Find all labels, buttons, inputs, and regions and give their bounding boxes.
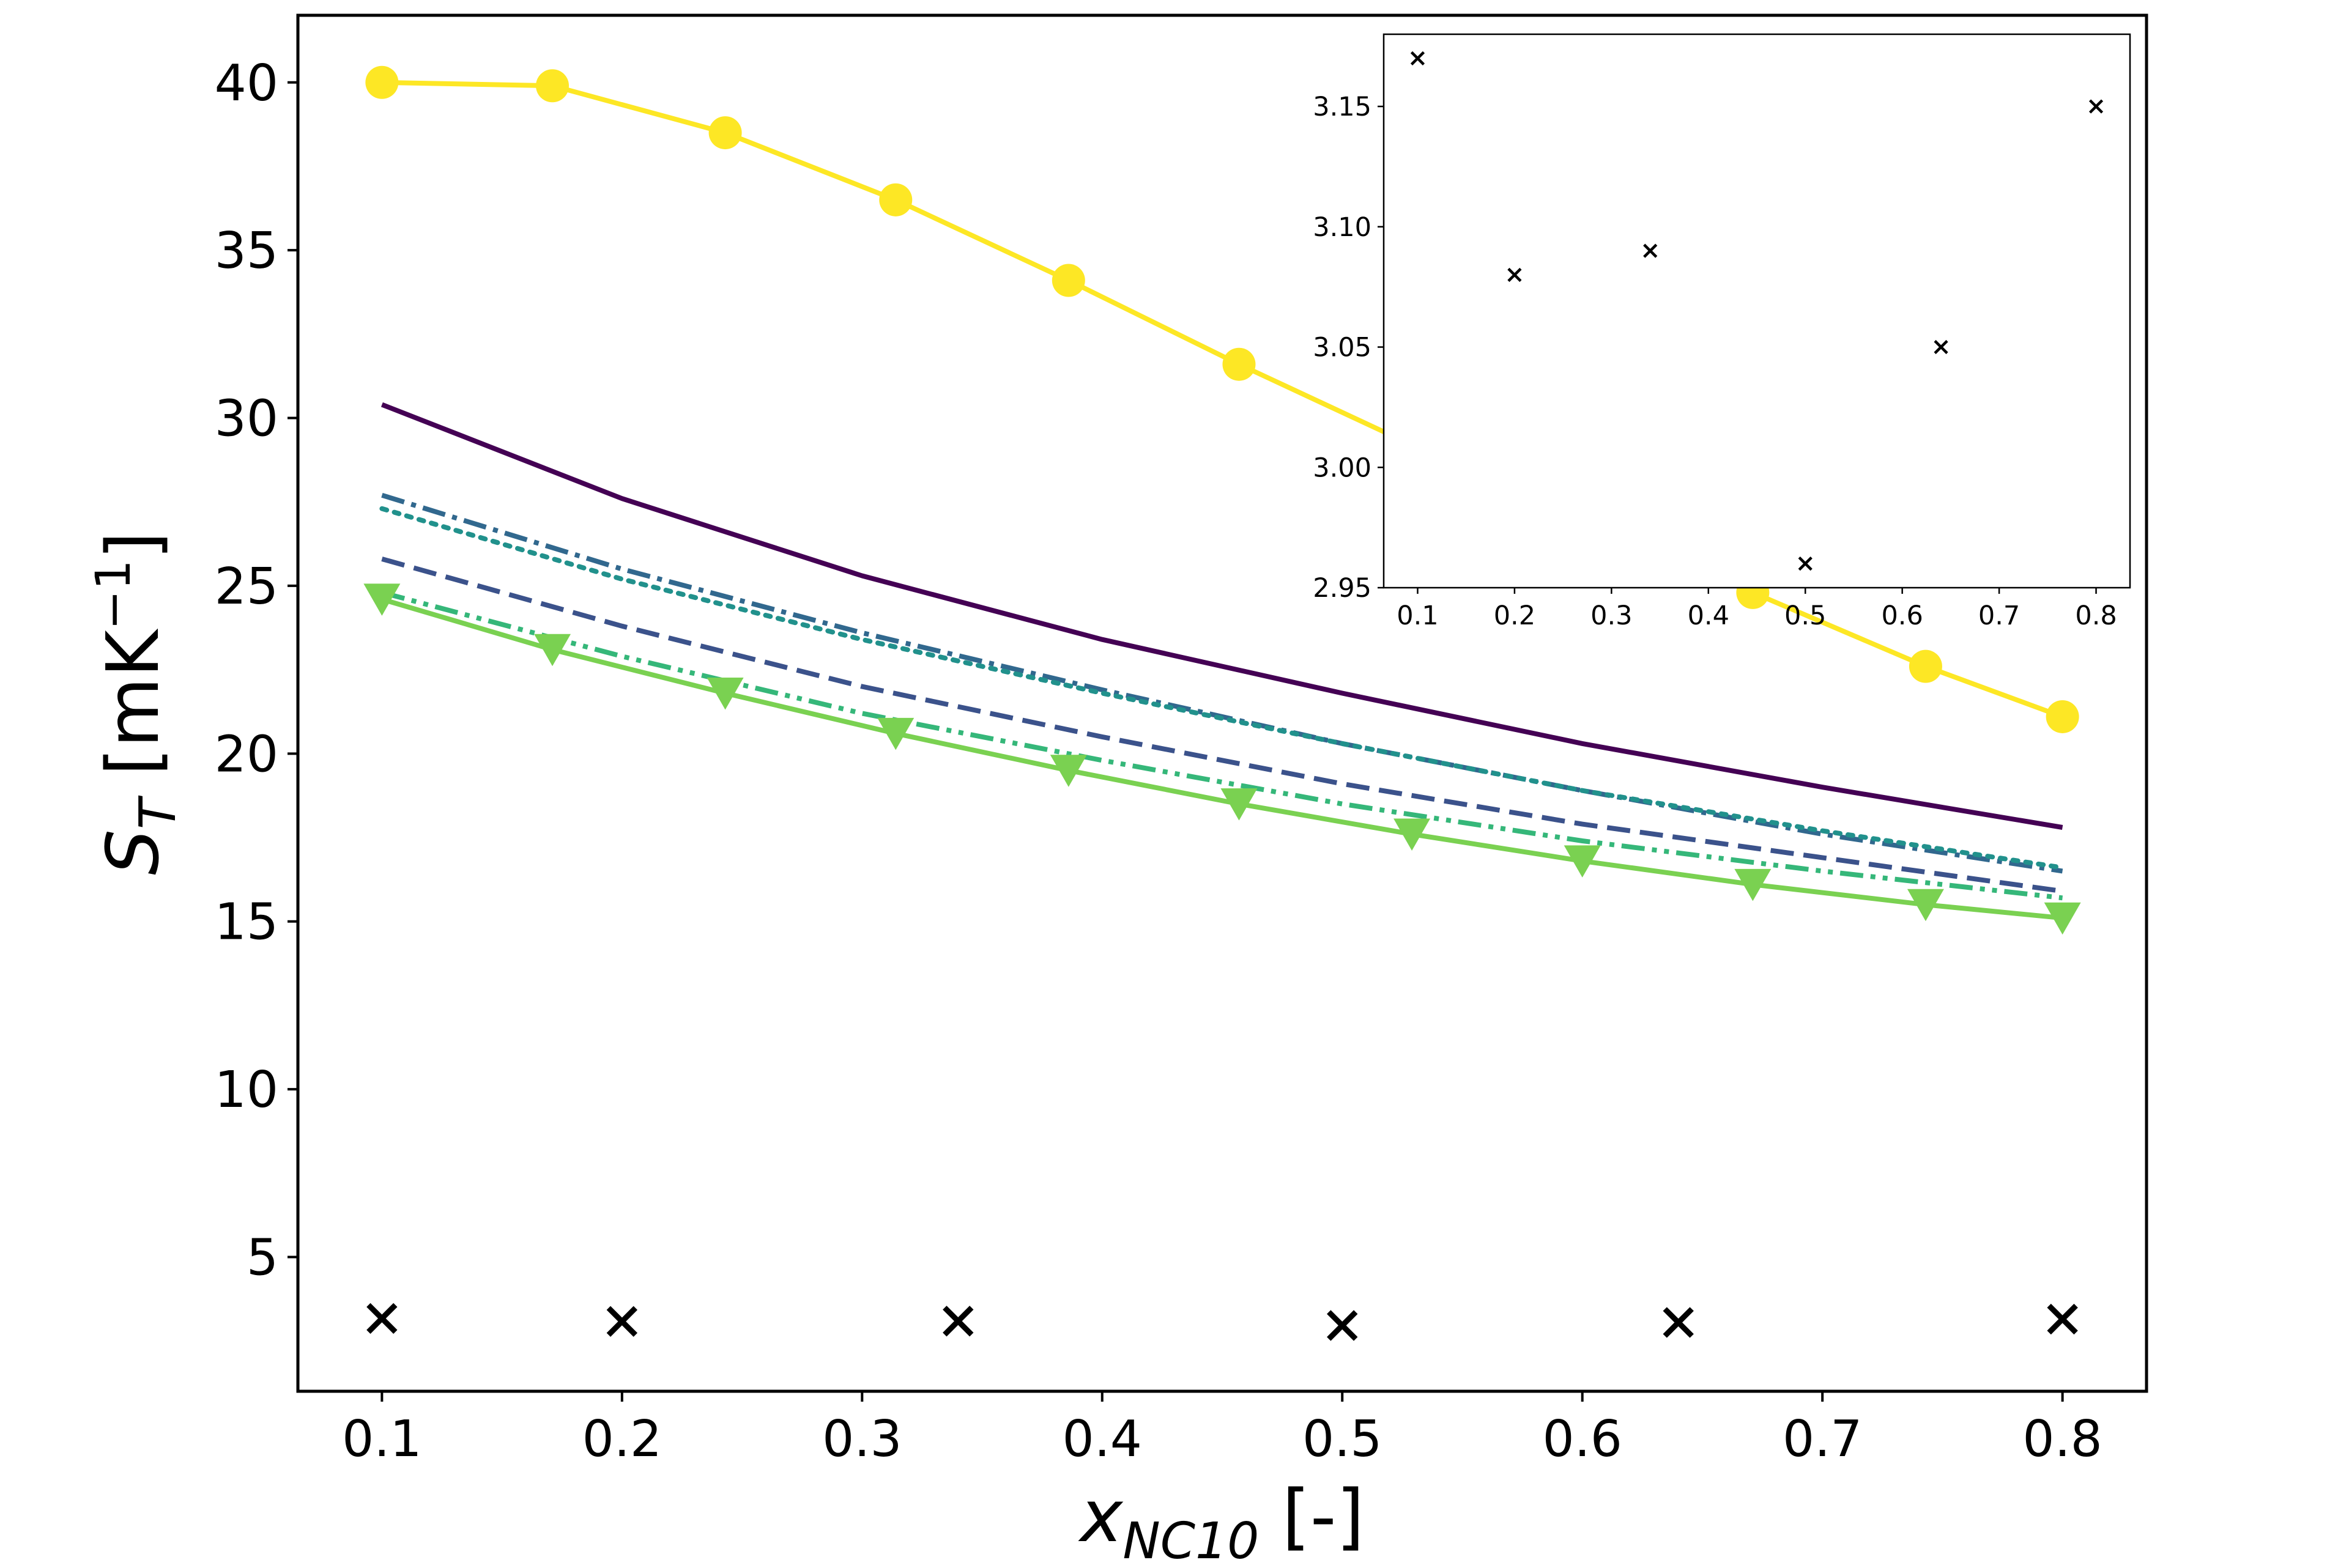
inset-point (1798, 557, 1813, 571)
series-8-point (943, 1306, 974, 1337)
series-1-point (1222, 347, 1256, 381)
inset-point (1643, 243, 1658, 258)
series-7-point (1220, 788, 1258, 821)
y-tick-label: 15 (215, 893, 278, 952)
x-tick-label: 0.5 (1302, 1410, 1382, 1468)
series-group (363, 65, 2081, 1341)
inset-x-tick-label: 0.4 (1688, 601, 1729, 631)
inset-point (1507, 267, 1522, 283)
series-7-point (877, 717, 915, 750)
x-tick-label: 0.1 (342, 1410, 421, 1468)
y-tick-label: 25 (215, 558, 278, 616)
y-axis-label: ST [mK−1] (86, 531, 187, 875)
x-axis-label-unit: [-] (1259, 1474, 1364, 1558)
x-tick-label: 0.2 (582, 1410, 662, 1468)
series-7-point (1907, 889, 1944, 922)
series-8-point (1327, 1310, 1358, 1341)
inset-x-tick-label: 0.6 (1881, 601, 1923, 631)
inset-x-tick-label: 0.3 (1590, 601, 1632, 631)
y-tick-label: 10 (215, 1061, 278, 1119)
series-7-point (707, 678, 744, 710)
inset-x-tick-label: 0.7 (1978, 601, 2020, 631)
y-tick-label: 35 (215, 222, 278, 280)
y-tick-label: 30 (215, 390, 278, 448)
series-line-5 (381, 557, 2063, 894)
x-tick-label: 0.7 (1783, 1410, 1862, 1468)
inset-y-tick-label: 3.15 (1313, 92, 1371, 122)
series-7-point (534, 634, 571, 667)
main-axes: 0.1 0.2 0.3 0.4 0.5 0.6 0.7 0.8 5 10 15 20 25 30 35 40 x… (86, 13, 2148, 1568)
series-7-point (1564, 845, 1601, 878)
y-axis-label-base: S (91, 829, 175, 875)
inset-series-group (1410, 51, 2104, 571)
series-1-point (536, 69, 570, 103)
series-line-6 (381, 590, 2063, 901)
y-axis-label-close: ] (91, 531, 175, 560)
x-axis-label-base: x (1078, 1474, 1124, 1558)
inset-x-tick-label: 0.8 (2075, 601, 2117, 631)
inset-point (2088, 99, 2104, 114)
inset-point (1934, 339, 1948, 355)
x-axis-label-sub: NC10 (1123, 1512, 1259, 1565)
series-1-point (708, 116, 742, 150)
inset-y-tick-label: 3.00 (1313, 453, 1371, 483)
y-axis-label-unit: [mK (91, 628, 175, 798)
x-tick-label: 0.6 (1542, 1410, 1622, 1468)
y-tick-label: 5 (247, 1229, 278, 1287)
y-tick-label: 40 (215, 54, 278, 113)
series-line-4 (379, 506, 2065, 870)
series-1-point (1052, 264, 1085, 297)
x-tick-label: 0.4 (1063, 1410, 1142, 1468)
series-7-point (2044, 902, 2081, 935)
x-tick-label: 0.8 (2022, 1410, 2102, 1468)
series-7-point (1734, 868, 1772, 901)
series-8-point (366, 1303, 398, 1334)
series-1-point (879, 183, 913, 216)
series-1-point (1909, 649, 1942, 683)
y-axis-label-exp: −1 (86, 560, 141, 630)
inset-axes: 0.1 0.2 0.3 0.4 0.5 0.6 0.7 0.8 2.95 3.00 3.05 3.10… (1313, 33, 2131, 631)
series-8-point (1663, 1307, 1694, 1338)
series-8-point (606, 1306, 638, 1337)
main-frame (296, 13, 2148, 1393)
inset-y-tick-label: 2.95 (1313, 573, 1371, 604)
series-1-point (365, 65, 399, 99)
series-7-point (1393, 818, 1431, 851)
inset-x-tick-label: 0.5 (1784, 601, 1826, 631)
series-7-point (1050, 755, 1087, 787)
series-1-point (2046, 700, 2079, 733)
inset-background (1384, 34, 2130, 588)
x-tick-label: 0.3 (822, 1410, 902, 1468)
y-axis-label-sub: T (129, 795, 187, 829)
inset-x-tick-label: 0.1 (1397, 601, 1438, 631)
series-line-2 (380, 402, 2063, 830)
series-7-point (363, 583, 401, 616)
series-8-point (2047, 1303, 2078, 1335)
inset-x-tick-label: 0.2 (1494, 601, 1535, 631)
inset-point (1410, 51, 1425, 65)
y-tick-label: 20 (215, 725, 278, 783)
inset-frame (1382, 33, 2131, 589)
inset-y-tick-label: 3.05 (1313, 333, 1371, 363)
inset-y-tick-label: 3.10 (1313, 212, 1371, 243)
x-axis-label: xNC10 [-] (1078, 1474, 1365, 1565)
